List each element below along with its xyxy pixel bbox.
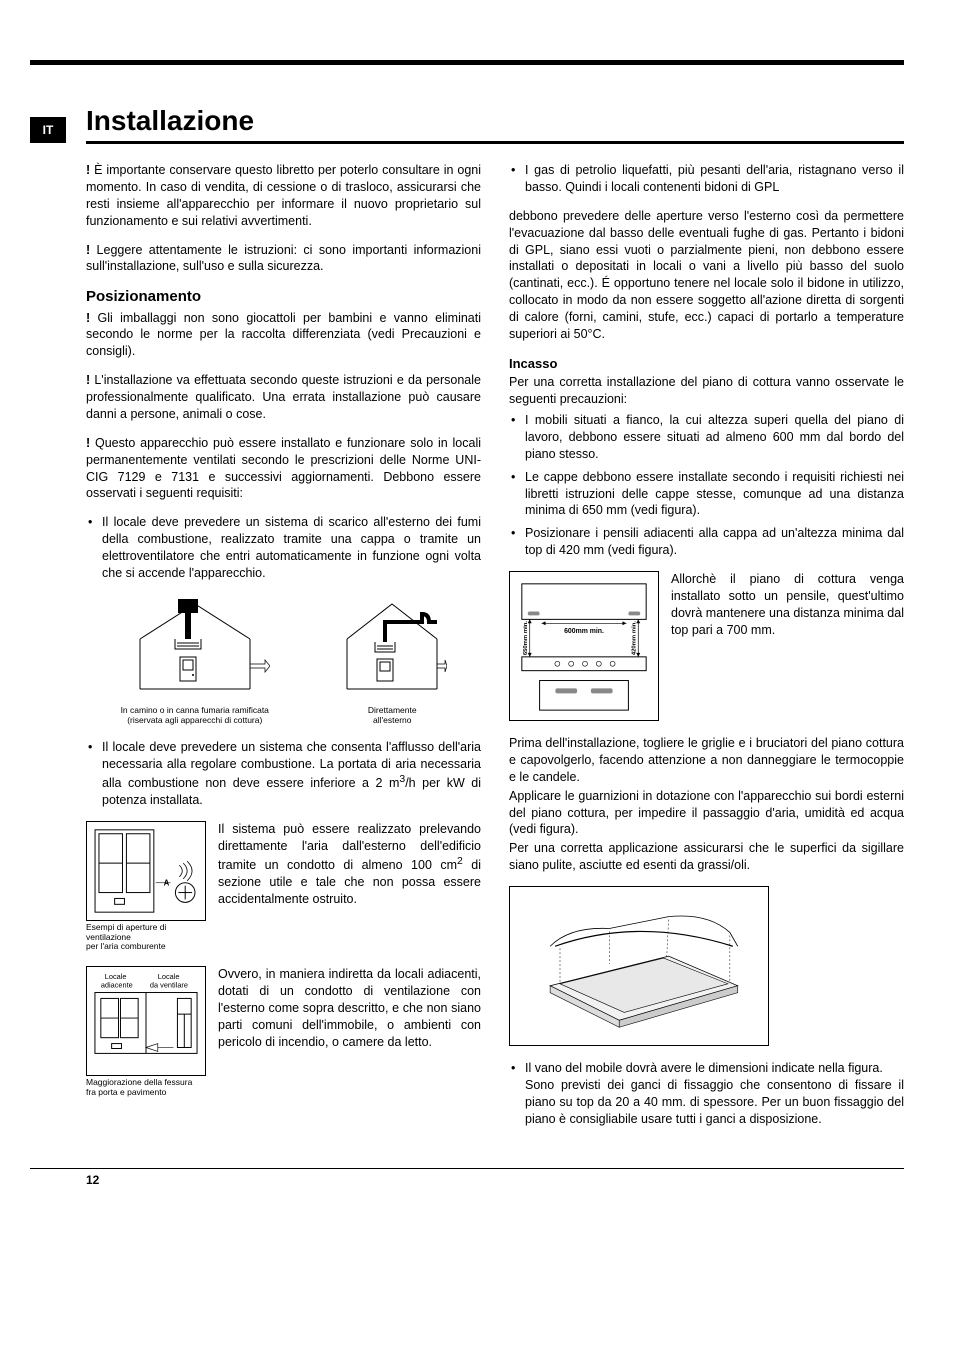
side-text: Il sistema può essere realizzato preleva… <box>218 821 481 908</box>
top-rule <box>30 60 904 65</box>
language-code: IT <box>30 117 66 143</box>
svg-text:420mm min.: 420mm min. <box>631 621 637 655</box>
list-item: Il vano del mobile dovrà avere le dimens… <box>509 1060 904 1128</box>
bullet-list: I gas di petrolio liquefatti, più pesant… <box>509 162 904 196</box>
bullet-list: Il vano del mobile dovrà avere le dimens… <box>509 1060 904 1128</box>
svg-text:650mm min.: 650mm min. <box>523 621 529 655</box>
figure-clearance-diagram: 600mm min. 650mm min. 420mm min. <box>509 571 659 721</box>
figure-ventilation-opening: A Esempi di aperture diventilazioneper l… <box>86 821 206 952</box>
figure-caption: Esempi di aperture diventilazioneper l'a… <box>86 923 206 952</box>
figure-chimney-flue: In camino o in canna fumaria ramificata(… <box>120 594 270 726</box>
svg-text:adiacente: adiacente <box>101 981 133 990</box>
svg-text:600mm min.: 600mm min. <box>564 628 604 635</box>
svg-text:A: A <box>164 879 170 888</box>
warning-paragraph: ! L'installazione va effettuata secondo … <box>86 372 481 423</box>
svg-text:da ventilare: da ventilare <box>150 981 188 990</box>
page-title: Installazione <box>86 105 904 144</box>
svg-text:Locale: Locale <box>158 972 180 981</box>
body-paragraph: Prima dell'installazione, togliere le gr… <box>509 735 904 786</box>
text-columns: ! È importante conservare questo librett… <box>86 162 904 1128</box>
page-body: IT Installazione ! È importante conserva… <box>30 105 904 1128</box>
section-heading-positioning: Posizionamento <box>86 287 481 307</box>
side-text: Allorchè il piano di cottura venga insta… <box>671 571 904 639</box>
language-sidebar: IT <box>30 105 66 1128</box>
gasket-figure <box>509 886 904 1046</box>
warning-paragraph: ! Questo apparecchio può essere installa… <box>86 435 481 503</box>
adjacent-room-figure-block: Locale adiacente Locale da ventilare <box>86 966 481 1098</box>
list-item: I mobili situati a fianco, la cui altezz… <box>509 412 904 463</box>
list-item: Posizionare i pensili adiacenti alla cap… <box>509 525 904 559</box>
page-number: 12 <box>86 1173 99 1187</box>
page-footer: 12 <box>30 1168 904 1187</box>
list-item: Il locale deve prevedere un sistema che … <box>86 739 481 809</box>
figure-adjacent-room: Locale adiacente Locale da ventilare <box>86 966 206 1098</box>
bullet-list: I mobili situati a fianco, la cui altezz… <box>509 412 904 559</box>
bullet-list: Il locale deve prevedere un sistema che … <box>86 739 481 809</box>
side-text: Ovvero, in maniera indiretta da locali a… <box>218 966 481 1050</box>
figure-caption: In camino o in canna fumaria ramificata(… <box>120 706 270 726</box>
body-paragraph: debbono prevedere delle aperture verso l… <box>509 208 904 343</box>
body-paragraph: Per una corretta applicazione assicurars… <box>509 840 904 874</box>
content-area: Installazione ! È importante conservare … <box>66 105 904 1128</box>
list-item: Il locale deve prevedere un sistema di s… <box>86 514 481 582</box>
warning-paragraph: ! È importante conservare questo librett… <box>86 162 481 230</box>
warning-paragraph: ! Leggere attentamente le istruzioni: ci… <box>86 242 481 276</box>
clearance-figure-block: 600mm min. 650mm min. 420mm min. Allorch… <box>509 571 904 721</box>
svg-text:Locale: Locale <box>105 972 127 981</box>
figure-caption: Direttamenteall'esterno <box>337 706 447 726</box>
ventilation-figure-block: A Esempi di aperture diventilazioneper l… <box>86 821 481 952</box>
chimney-figures: In camino o in canna fumaria ramificata(… <box>86 594 481 726</box>
body-paragraph: Per una corretta installazione del piano… <box>509 374 904 408</box>
figure-direct-exhaust: Direttamenteall'esterno <box>337 594 447 726</box>
bullet-list: Il locale deve prevedere un sistema di s… <box>86 514 481 582</box>
section-heading-incasso: Incasso <box>509 355 904 373</box>
list-item: I gas di petrolio liquefatti, più pesant… <box>509 162 904 196</box>
list-item: Le cappe debbono essere installate secon… <box>509 469 904 520</box>
warning-paragraph: ! Gli imballaggi non sono giocattoli per… <box>86 310 481 361</box>
body-paragraph: Applicare le guarnizioni in dotazione co… <box>509 788 904 839</box>
figure-caption: Maggiorazione della fessurafra porta e p… <box>86 1078 206 1098</box>
